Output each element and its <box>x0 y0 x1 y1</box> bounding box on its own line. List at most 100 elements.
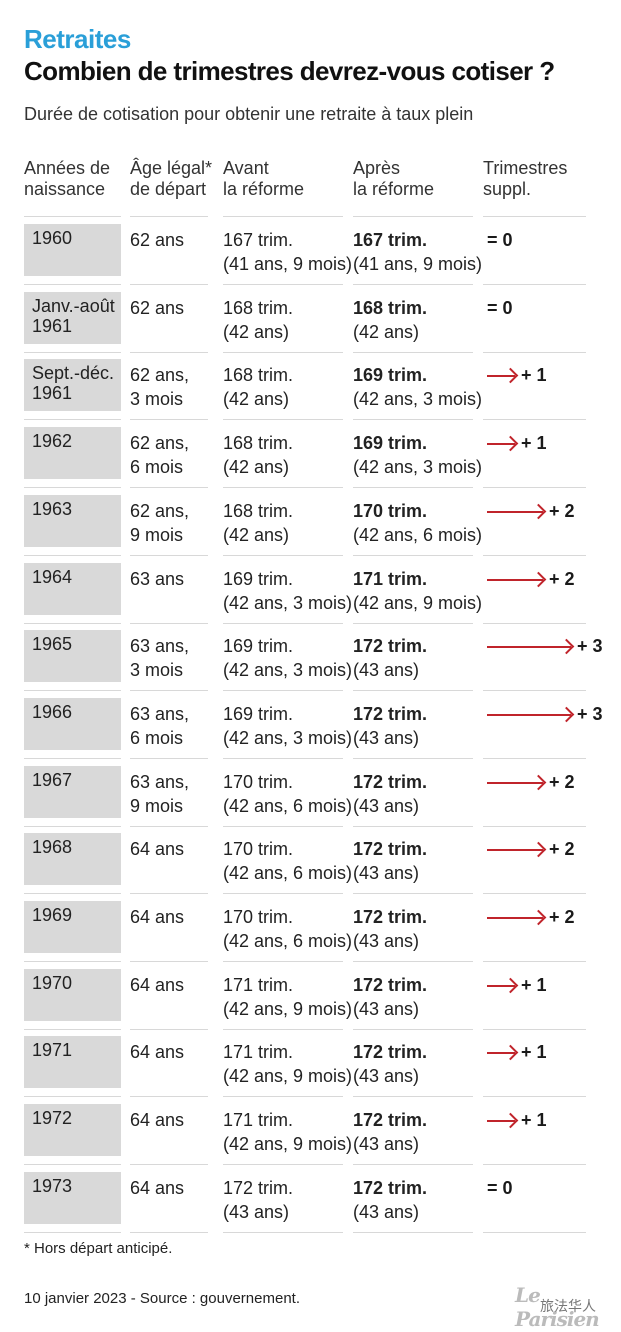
extra-quarters-label: + 1 <box>521 1042 547 1063</box>
table-row: 1965 63 ans, 3 mois 169 trim. (42 ans, 3 moi… <box>0 622 621 692</box>
legal-age-cell: 63 ans, 6 mois <box>130 703 190 748</box>
birth-year-cell: 1971 <box>24 1036 121 1089</box>
after-reform-cell: 172 trim. (43 ans) <box>353 907 428 951</box>
table-divider <box>483 216 586 217</box>
after-reform-cell: 172 trim. (43 ans) <box>353 1177 428 1222</box>
after-reform-cell: 170 trim. (42 ans, 6 mois) <box>353 500 483 545</box>
table-divider <box>353 1096 473 1098</box>
birth-year-cell: 1968 <box>24 833 121 886</box>
legal-age-cell: 62 ans, 6 mois <box>130 433 190 478</box>
before-reform-cell: 168 trim. (42 ans) <box>223 433 294 478</box>
table-divider <box>483 1096 586 1098</box>
legal-age-cell: 62 ans <box>130 230 185 250</box>
after-reform-cell: 171 trim. (42 ans, 9 mois) <box>353 568 483 613</box>
table-divider <box>24 893 121 895</box>
extra-quarters-label: + 2 <box>549 907 575 927</box>
before-reform-cell: 168 trim. (42 ans) <box>223 500 294 545</box>
table-row: 1960 62 ans 167 trim. (41 ans, 9 mois) 167 t… <box>0 216 621 285</box>
table-divider <box>483 1028 586 1030</box>
extra-quarters-arrow <box>487 443 515 446</box>
after-reform-cell: 169 trim. (42 ans, 3 mois) <box>353 365 483 410</box>
before-reform-cell: 169 trim. (42 ans, 3 mois) <box>223 568 353 613</box>
before-reform-cell: 170 trim. (42 ans, 6 mois) <box>223 771 353 816</box>
table-divider <box>130 351 208 353</box>
table-divider <box>24 1164 121 1166</box>
legal-age-cell: 64 ans <box>130 1042 185 1063</box>
table-row: Sept.-déc. 1961 62 ans, 3 mois 168 trim. (42 … <box>0 351 621 421</box>
legal-age-cell: 62 ans, 3 mois <box>130 365 190 410</box>
table-row: 1963 62 ans, 9 mois 168 trim. (42 ans) 170 tr… <box>0 487 621 556</box>
table-row: 1967 63 ans, 9 mois 170 trim. (42 ans, 6 moi… <box>0 758 621 827</box>
table-divider <box>353 1028 473 1030</box>
birth-year-cell: 1965 <box>24 630 121 683</box>
table-divider <box>223 419 343 421</box>
birth-year-cell: 1967 <box>24 765 121 818</box>
birth-year-cell: 1972 <box>24 1104 121 1157</box>
after-reform-cell: 167 trim. (41 ans, 9 mois) <box>353 230 483 274</box>
column-header-before-reform: Avant la réforme <box>223 158 305 199</box>
table-divider <box>353 893 473 895</box>
after-reform-cell: 172 trim. (43 ans) <box>353 636 428 681</box>
after-reform-cell: 172 trim. (43 ans) <box>353 1110 428 1155</box>
table-divider <box>353 351 473 353</box>
table-divider <box>130 1096 208 1098</box>
table-divider <box>24 284 121 285</box>
before-reform-cell: 168 trim. (42 ans) <box>223 297 294 342</box>
extra-quarters-arrow <box>487 1120 515 1123</box>
extra-quarters-label: = 0 <box>487 230 513 250</box>
before-reform-cell: 170 trim. (42 ans, 6 mois) <box>223 907 353 951</box>
before-reform-cell: 171 trim. (42 ans, 9 mois) <box>223 974 353 1019</box>
table-divider <box>353 487 473 489</box>
table-divider <box>24 216 121 217</box>
table-divider <box>483 757 586 759</box>
birth-year-cell: 1962 <box>24 427 121 480</box>
column-header-legal-age: Âge légal* de départ <box>130 158 213 199</box>
table-row: 1969 64 ans 170 trim. (42 ans, 6 mois) 172 t… <box>0 893 621 962</box>
table-divider <box>223 893 343 895</box>
table-divider <box>353 554 473 556</box>
table-divider <box>24 757 121 759</box>
table-divider <box>130 487 208 489</box>
birth-year-cell: Sept.-déc. 1961 <box>24 359 121 412</box>
extra-quarters-arrow <box>487 578 543 581</box>
table-divider <box>223 487 343 489</box>
before-reform-cell: 169 trim. (42 ans, 3 mois) <box>223 636 353 681</box>
table-divider <box>483 487 586 489</box>
table-divider <box>223 757 343 759</box>
after-reform-cell: 172 trim. (43 ans) <box>353 703 428 748</box>
table-divider <box>223 961 343 962</box>
table-divider <box>483 554 586 556</box>
legal-age-cell: 64 ans <box>130 907 185 927</box>
table-divider <box>483 961 586 962</box>
table-row: Janv.-août 1961 62 ans 168 trim. (42 ans) 168… <box>0 284 621 353</box>
table-divider <box>24 1231 121 1233</box>
table-row: 1970 64 ans 171 trim. (42 ans, 9 mois) 172 t… <box>0 961 621 1030</box>
before-reform-cell: 168 trim. (42 ans) <box>223 365 294 410</box>
table-divider <box>483 825 586 827</box>
before-reform-cell: 170 trim. (42 ans, 6 mois) <box>223 839 353 884</box>
table-divider <box>483 690 586 692</box>
table-divider <box>223 554 343 556</box>
column-header-extra-quarters: Trimestres suppl. <box>483 158 568 199</box>
before-reform-cell: 171 trim. (42 ans, 9 mois) <box>223 1042 353 1087</box>
footnote: * Hors départ anticipé. <box>24 1240 173 1257</box>
birth-year-cell: 1970 <box>24 968 121 1021</box>
legal-age-cell: 64 ans <box>130 974 185 995</box>
table-divider <box>24 961 121 962</box>
table-divider <box>353 757 473 759</box>
extra-quarters-label: + 2 <box>549 771 575 792</box>
extra-quarters-arrow <box>487 510 543 513</box>
table-divider <box>130 284 208 285</box>
after-reform-cell: 172 trim. (43 ans) <box>353 839 428 884</box>
legal-age-cell: 64 ans <box>130 1177 185 1198</box>
le-parisien-logo: Le Parisien <box>515 1283 600 1331</box>
extra-quarters-arrow <box>487 713 571 716</box>
extra-quarters-label: + 2 <box>549 568 575 589</box>
table-divider <box>353 690 473 692</box>
page-title: Combien de trimestres devrez-vous cotise… <box>24 56 555 86</box>
birth-year-cell: 1964 <box>24 562 121 615</box>
table-divider <box>130 961 208 962</box>
table-divider <box>223 1231 343 1233</box>
legal-age-cell: 64 ans <box>130 1110 185 1131</box>
birth-year-cell: 1963 <box>24 494 121 547</box>
